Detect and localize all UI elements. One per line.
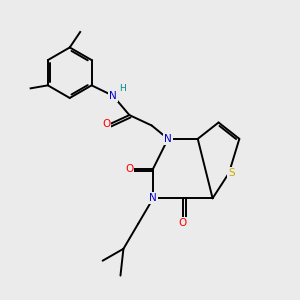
Text: O: O bbox=[125, 164, 134, 174]
Text: O: O bbox=[102, 119, 111, 129]
Text: N: N bbox=[164, 134, 172, 144]
Text: N: N bbox=[109, 91, 117, 101]
Text: O: O bbox=[179, 218, 187, 228]
Text: H: H bbox=[119, 84, 126, 93]
Text: S: S bbox=[228, 168, 235, 178]
Text: N: N bbox=[149, 193, 157, 203]
